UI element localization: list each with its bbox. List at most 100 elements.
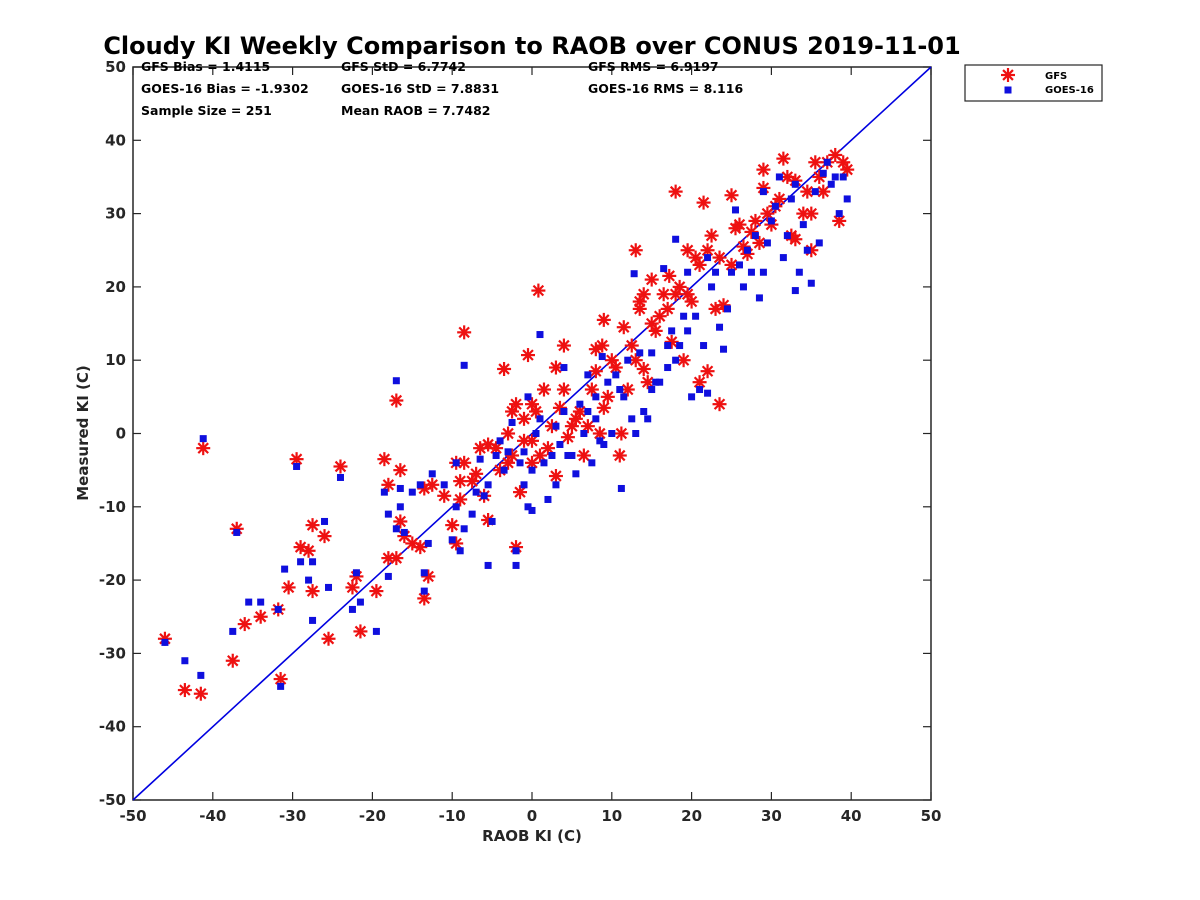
- gfs-point: [812, 169, 827, 184]
- gfs-point: [321, 631, 336, 646]
- goes-16-point: [161, 638, 169, 646]
- goes-16-point: [716, 323, 724, 331]
- gfs-point: [808, 155, 823, 170]
- gfs-point: [804, 206, 819, 221]
- goes-16-point: [628, 415, 636, 423]
- gfs-point: [333, 459, 348, 474]
- y-tick-label: -40: [99, 718, 126, 736]
- goes-16-point: [767, 217, 775, 225]
- goes-16-point: [245, 598, 253, 606]
- gfs-point: [528, 404, 543, 419]
- goes-16-point: [229, 627, 237, 635]
- goes-16-point: [456, 547, 464, 555]
- gfs-point: [289, 452, 304, 467]
- gfs-point: [756, 162, 771, 177]
- goes-16-point: [352, 569, 360, 577]
- goes-16-point: [664, 342, 672, 350]
- gfs-point: [800, 184, 815, 199]
- gfs-point: [453, 492, 468, 507]
- goes-16-point: [759, 188, 767, 196]
- gfs-point: [531, 283, 546, 298]
- gfs-point: [716, 298, 731, 313]
- gfs-point: [595, 338, 610, 353]
- gfs-point: [301, 543, 316, 558]
- goes-16-point: [508, 419, 516, 427]
- goes-16-point: [632, 430, 640, 437]
- goes-16-point: [540, 459, 548, 467]
- goes-16-point: [356, 598, 364, 606]
- goes-16-point: [297, 558, 305, 566]
- stat-gfs-rms: GFS RMS = 6.9197: [588, 59, 719, 74]
- goes-16-point: [452, 459, 460, 467]
- goes-16-point: [811, 188, 819, 196]
- gfs-point: [704, 228, 719, 243]
- gfs-point: [636, 361, 651, 376]
- gfs-point: [497, 361, 512, 376]
- goes-16-point: [496, 437, 504, 445]
- goes-16-point: [660, 265, 668, 273]
- gfs-point: [584, 382, 599, 397]
- goes-16-point: [600, 440, 608, 448]
- gfs-point: [772, 191, 787, 206]
- goes-16-point: [688, 393, 696, 401]
- goes-16-point: [827, 180, 835, 188]
- goes-16-point: [233, 528, 241, 536]
- goes-16-point: [392, 525, 400, 533]
- gfs-point: [225, 653, 240, 668]
- y-tick-label: -20: [99, 571, 126, 589]
- gfs-point: [732, 217, 747, 232]
- gfs-point: [668, 184, 683, 199]
- gfs-point: [788, 232, 803, 247]
- goes-16-point: [592, 415, 600, 423]
- goes-16-point: [584, 408, 592, 416]
- gfs-point: [457, 455, 472, 470]
- goes-16-point: [779, 254, 787, 262]
- gfs-point: [196, 441, 211, 456]
- goes-16-point: [755, 294, 763, 302]
- goes-16-point: [488, 517, 496, 525]
- goes-16-point: [807, 279, 815, 287]
- x-tick-label: 30: [761, 807, 782, 825]
- goes-16-point: [416, 481, 424, 489]
- goes-16-point: [348, 605, 356, 613]
- goes-16-point: [452, 503, 460, 511]
- goes-16-point: [604, 378, 612, 386]
- goes-16-point: [520, 448, 528, 456]
- legend: GFS GOES-16: [964, 64, 1103, 102]
- x-tick-label: -40: [199, 807, 226, 825]
- y-tick-label: -10: [99, 498, 126, 516]
- goes-16-point: [556, 440, 564, 448]
- goes-16-point: [504, 448, 512, 456]
- legend-label-gfs: GFS: [1045, 71, 1067, 82]
- gfs-point: [712, 250, 727, 265]
- gfs-point: [237, 617, 252, 632]
- goes-16-point: [281, 565, 289, 573]
- gfs-point: [560, 430, 575, 445]
- gfs-point: [628, 243, 643, 258]
- goes-16-point: [759, 268, 767, 276]
- gfs-point: [353, 624, 368, 639]
- gfs-point: [712, 397, 727, 412]
- goes-16-point: [500, 466, 508, 474]
- goes-16-point: [532, 430, 540, 437]
- goes-16-point: [612, 371, 620, 379]
- goes-16-point: [775, 173, 783, 181]
- gfs-point: [636, 287, 651, 302]
- goes-16-point: [644, 415, 652, 423]
- goes-16-point: [199, 435, 207, 443]
- series-gfs: [157, 147, 855, 701]
- gfs-point: [700, 243, 715, 258]
- goes-16-point: [420, 587, 428, 595]
- goes-16-point: [652, 378, 660, 386]
- goes-16-point: [724, 305, 732, 313]
- goes-16-point: [460, 361, 468, 369]
- goes-16-point: [791, 180, 799, 188]
- x-tick-label: -20: [359, 807, 386, 825]
- goes-16-point: [321, 517, 329, 525]
- gfs-point: [305, 518, 320, 533]
- goes-16-point: [472, 488, 480, 496]
- goes-16-point: [257, 598, 265, 606]
- goes-16-point: [197, 671, 205, 679]
- gfs-point: [389, 551, 404, 566]
- goes-16-point: [520, 481, 528, 489]
